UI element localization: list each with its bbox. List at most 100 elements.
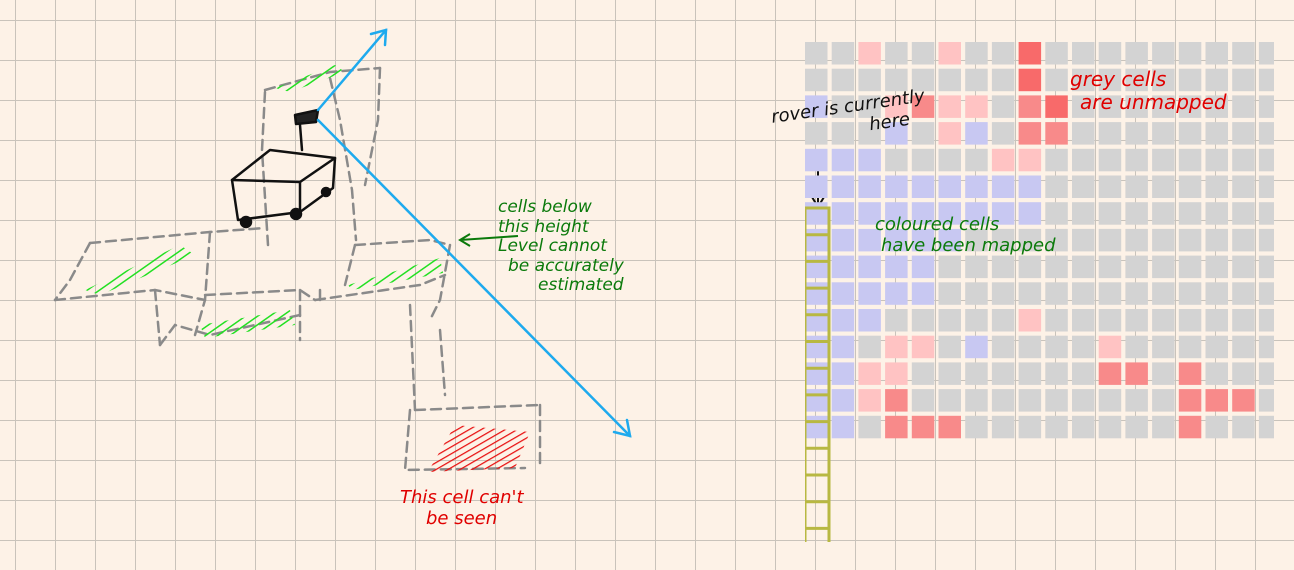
map-cell-8-8 [1018, 255, 1042, 279]
map-cell-5-7 [991, 175, 1015, 198]
map-cell-7-7 [991, 228, 1015, 252]
map-cell-13-15 [1205, 389, 1228, 412]
map-cell-14-16 [1232, 415, 1255, 439]
map-cell-14-12 [1125, 415, 1148, 439]
map-cell-4-3 [885, 148, 908, 172]
map-cell-13-16 [1232, 389, 1255, 412]
map-cell-5-13 [1152, 175, 1175, 198]
map-cell-5-4 [911, 175, 935, 198]
map-cell-7-8 [1018, 228, 1042, 252]
map-cell-12-15 [1205, 362, 1228, 385]
map-cell-11-3 [885, 335, 908, 359]
map-cell-11-1 [831, 335, 855, 359]
map-cell-3-3 [885, 122, 908, 145]
map-cell-2-5 [938, 95, 961, 118]
map-cell-6-17 [1258, 202, 1274, 225]
map-cell-11-2 [858, 335, 881, 359]
map-cell-1-15 [1205, 68, 1228, 92]
map-cell-14-6 [965, 415, 988, 439]
map-cell-7-17 [1258, 228, 1274, 252]
map-cell-11-10 [1072, 335, 1095, 359]
map-cell-13-9 [1045, 389, 1068, 412]
height-map-grid [805, 42, 1274, 542]
map-cell-0-13 [1152, 42, 1175, 65]
map-cell-12-14 [1178, 362, 1202, 385]
map-cell-14-5 [938, 415, 961, 439]
map-cell-13-7 [991, 389, 1015, 412]
map-cell-7-0 [805, 228, 828, 252]
map-cell-1-5 [938, 68, 961, 92]
map-cell-10-3 [885, 309, 908, 332]
map-cell-10-14 [1178, 309, 1202, 332]
map-cell-7-11 [1098, 228, 1122, 252]
middle-cell-hatch [200, 310, 295, 338]
map-cell-10-6 [965, 309, 988, 332]
map-cell-14-3 [885, 415, 908, 439]
map-cell-7-3 [885, 228, 908, 252]
map-cell-12-16 [1232, 362, 1255, 385]
map-cell-1-11 [1098, 68, 1122, 92]
map-cell-12-1 [831, 362, 855, 385]
map-cell-7-4 [911, 228, 935, 252]
map-cell-10-0 [805, 309, 828, 332]
map-cell-5-2 [858, 175, 881, 198]
map-cell-13-17 [1258, 389, 1274, 412]
map-cell-9-12 [1125, 282, 1148, 305]
map-cell-11-4 [911, 335, 935, 359]
map-cell-8-1 [831, 255, 855, 279]
map-cell-5-10 [1072, 175, 1095, 198]
map-cell-6-3 [885, 202, 908, 225]
map-cell-4-8 [1018, 148, 1042, 172]
map-cell-8-14 [1178, 255, 1202, 279]
cant-be-seen-line-1: This cell can't [400, 487, 524, 508]
map-cell-10-4 [911, 309, 935, 332]
map-cell-14-7 [991, 415, 1015, 439]
map-cell-3-2 [858, 122, 881, 145]
coloured-cells-line-2: have been mapped [881, 234, 1056, 256]
cells-below-line-1: cells below [498, 197, 592, 217]
map-cell-13-5 [938, 389, 961, 412]
map-cell-5-17 [1258, 175, 1274, 198]
map-cell-4-0 [805, 148, 828, 172]
map-cell-11-13 [1152, 335, 1175, 359]
map-cell-4-4 [911, 148, 935, 172]
map-cell-2-10 [1072, 95, 1095, 118]
map-cell-9-15 [1205, 282, 1228, 305]
map-cell-3-8 [1018, 122, 1042, 145]
map-cell-9-2 [858, 282, 881, 305]
map-cell-10-2 [858, 309, 881, 332]
map-cell-8-15 [1205, 255, 1228, 279]
map-cell-4-7 [991, 148, 1015, 172]
cell-cant-be-seen-note: This cell can't be seen [400, 487, 524, 529]
map-cell-9-9 [1045, 282, 1068, 305]
map-cell-8-12 [1125, 255, 1148, 279]
map-cell-1-7 [991, 68, 1015, 92]
map-cell-6-5 [938, 202, 961, 225]
map-cell-6-15 [1205, 202, 1228, 225]
map-cell-4-9 [1045, 148, 1068, 172]
height-annotation-arrow [458, 233, 519, 247]
map-cell-9-8 [1018, 282, 1042, 305]
map-cell-5-15 [1205, 175, 1228, 198]
map-cell-5-12 [1125, 175, 1148, 198]
map-cell-1-14 [1178, 68, 1202, 92]
map-cell-9-10 [1072, 282, 1095, 305]
map-cell-2-1 [831, 95, 855, 118]
map-cell-7-16 [1232, 228, 1255, 252]
map-cell-2-15 [1205, 95, 1228, 118]
map-cell-14-11 [1098, 415, 1122, 439]
map-cell-0-7 [991, 42, 1015, 65]
map-cell-6-10 [1072, 202, 1095, 225]
map-cell-14-9 [1045, 415, 1068, 439]
map-cell-1-0 [805, 68, 828, 92]
map-cell-9-5 [938, 282, 961, 305]
map-cell-10-5 [938, 309, 961, 332]
grey-cells-line-2: are unmapped [1080, 90, 1227, 114]
cells-below-height-note: cells below this height Level cannot be … [498, 197, 624, 296]
map-cell-12-4 [911, 362, 935, 385]
map-cell-10-16 [1232, 309, 1255, 332]
map-cell-1-2 [858, 68, 881, 92]
map-cell-12-6 [965, 362, 988, 385]
cells-below-line-5: estimated [538, 275, 624, 296]
